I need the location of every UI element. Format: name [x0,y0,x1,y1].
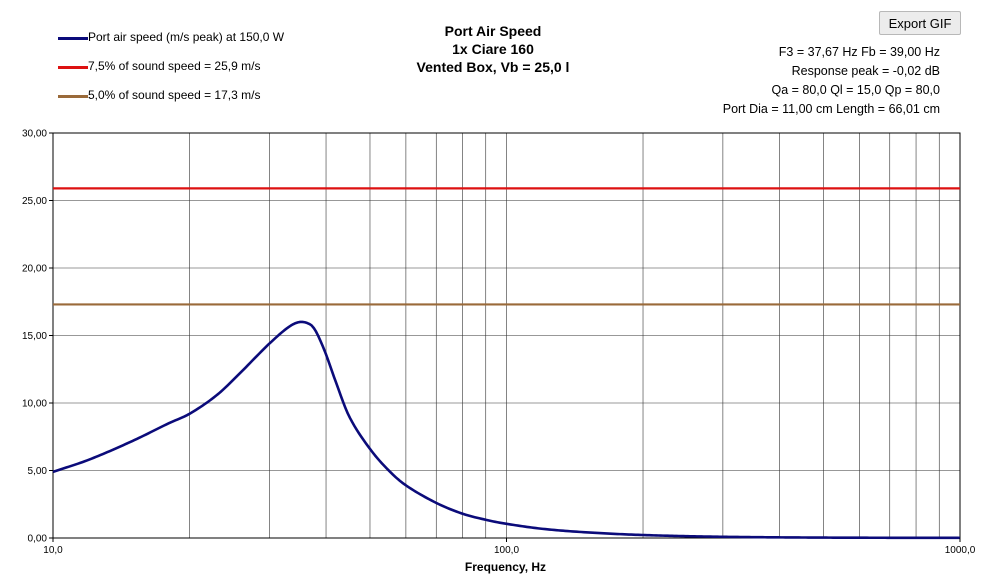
y-tick-label: 5,00 [28,466,48,477]
x-tick-label: 100,0 [494,545,519,556]
parameters-panel: F3 = 37,67 Hz Fb = 39,00 Hz Response pea… [723,43,940,119]
param-port-dimensions: Port Dia = 11,00 cm Length = 66,01 cm [722,102,940,116]
legend-swatch [58,95,88,98]
y-tick-label: 10,00 [22,399,47,410]
legend-label: 7,5% of sound speed = 25,9 m/s [88,59,261,73]
x-axis-title: Frequency, Hz [465,560,546,574]
x-axis-ticks: 10,0 100,0 1000,0 [43,538,976,556]
legend-label: Port air speed (m/s peak) at 150,0 W [88,30,285,44]
export-gif-button[interactable]: Export GIF [879,11,961,35]
legend-swatch [58,37,88,40]
chart-title-line-2: 1x Ciare 160 [452,41,534,57]
y-tick-label: 20,00 [22,264,47,275]
y-tick-label: 30,00 [22,129,47,140]
x-tick-label: 1000,0 [945,545,976,556]
chart-title-line-1: Port Air Speed [444,23,542,39]
y-tick-label: 15,00 [22,331,47,342]
series-layer [52,187,961,540]
x-tick-label: 10,0 [43,545,63,556]
param-f3-fb: F3 = 37,67 Hz Fb = 39,00 Hz [778,45,940,59]
y-tick-label: 25,00 [22,196,47,207]
y-axis-ticks: 0,00 5,00 10,00 15,00 20,00 25,00 30,00 [22,129,53,545]
legend-swatch [58,66,88,69]
legend-label: 5,0% of sound speed = 17,3 m/s [88,88,261,102]
chart-title-line-3: Vented Box, Vb = 25,0 l [416,59,570,75]
chart-title: Port Air Speed 1x Ciare 160 Vented Box, … [383,22,603,76]
y-tick-label: 0,00 [28,534,48,545]
param-q-values: Qa = 80,0 Ql = 15,0 Qp = 80,0 [771,83,940,97]
param-response-peak: Response peak = -0,02 dB [791,64,940,78]
series-line-0 [52,320,961,540]
grid [53,133,960,538]
